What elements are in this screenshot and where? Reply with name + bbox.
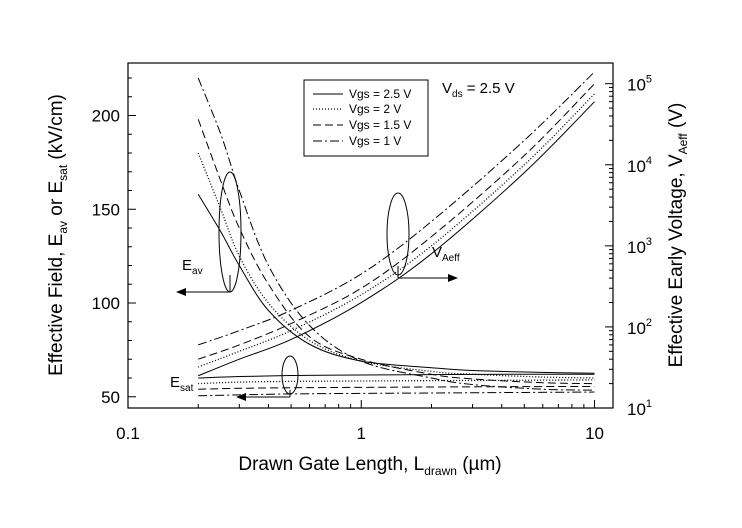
x-axis-label: Drawn Gate Length, Ldrawn (µm) bbox=[238, 454, 501, 478]
series-3-eav-line bbox=[197, 77, 595, 391]
x-tick-label: 1 bbox=[357, 424, 366, 443]
vaeff-arrow-head bbox=[448, 274, 458, 282]
series-0-vaeff-line bbox=[198, 101, 595, 377]
y-right-tick-label: 103 bbox=[627, 236, 652, 257]
y-left-tick-label: 100 bbox=[92, 294, 120, 313]
axis-ticks: 0.1 1 10 50 100 150 200 101 102 103 104 105 bbox=[92, 74, 652, 443]
esat-arrow-head bbox=[236, 393, 246, 401]
plot-frame bbox=[127, 62, 614, 409]
legend: Vgs = 2.5 V Vgs = 2 V Vgs = 1.5 V Vgs = … bbox=[303, 79, 429, 157]
eav-label: Eav bbox=[182, 257, 203, 277]
vaeff-label: VAeff bbox=[432, 244, 460, 264]
x-tick-label: 0.1 bbox=[116, 424, 140, 443]
y-left-tick-label: 150 bbox=[92, 200, 120, 219]
series-2-esat-line bbox=[198, 385, 595, 390]
series-0-esat-line bbox=[198, 373, 595, 379]
esat-label: Esat bbox=[170, 374, 194, 394]
legend-label-3: Vgs = 1 V bbox=[349, 134, 401, 148]
y-left-tick-label: 200 bbox=[92, 107, 120, 126]
y-left-tick-label: 50 bbox=[101, 388, 120, 407]
legend-label-0: Vgs = 2.5 V bbox=[349, 87, 411, 101]
series-curves bbox=[197, 71, 595, 397]
y-right-tick-label: 105 bbox=[627, 74, 652, 95]
y-right-tick-label: 102 bbox=[627, 317, 652, 338]
legend-label-2: Vgs = 1.5 V bbox=[349, 118, 411, 132]
y-right-axis-label: Effective Early Voltage, VAeff (V) bbox=[666, 103, 690, 368]
eav-group-ellipse bbox=[218, 171, 242, 293]
esat-group-ellipse bbox=[281, 355, 299, 395]
legend-label-1: Vgs = 2 V bbox=[349, 102, 401, 116]
series-1-eav-line bbox=[197, 152, 595, 379]
y-right-tick-label: 104 bbox=[627, 155, 652, 176]
series-0-eav-line bbox=[197, 193, 595, 374]
vds-annotation: Vds = 2.5 V bbox=[442, 80, 515, 100]
series-1-esat-line bbox=[198, 379, 595, 385]
y-right-tick-label: 101 bbox=[627, 398, 652, 419]
eav-arrow-head bbox=[176, 288, 186, 296]
series-1-vaeff-line bbox=[197, 93, 595, 368]
x-tick-label: 10 bbox=[585, 424, 604, 443]
legend-box bbox=[303, 79, 429, 157]
series-2-eav-line bbox=[197, 119, 595, 385]
y-left-axis-label: Effective Field, Eav or Esat (kV/cm) bbox=[46, 94, 70, 376]
series-3-esat-line bbox=[198, 391, 595, 397]
series-3-vaeff-line bbox=[198, 71, 595, 346]
